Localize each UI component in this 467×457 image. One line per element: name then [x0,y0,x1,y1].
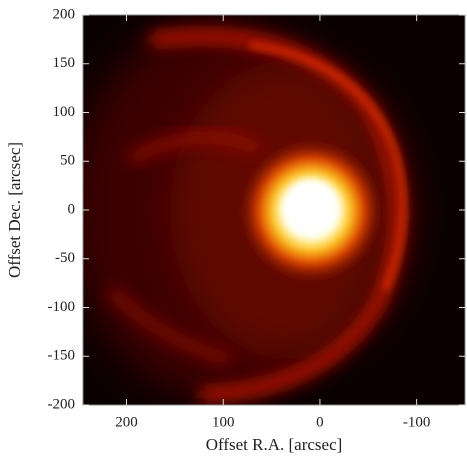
y-tick-label: 0 [68,201,76,217]
x-tick-label: 200 [115,414,138,430]
x-axis-label: Offset R.A. [arcsec] [206,435,343,454]
y-tick-label: -50 [55,250,75,266]
y-tick-label: 100 [53,104,76,120]
x-tick-label: 0 [316,414,324,430]
x-tick-label: -100 [403,414,431,430]
y-axis-label: Offset Dec. [arcsec] [5,142,24,278]
y-tick-label: -100 [48,299,76,315]
y-tick-label: 50 [60,153,75,169]
y-tick-label: 150 [53,55,76,71]
y-tick-label: 200 [53,6,76,22]
image [83,15,465,405]
x-tick-label: 100 [212,414,235,430]
y-tick-label: -200 [48,396,76,412]
y-tick-label: -150 [48,348,76,364]
